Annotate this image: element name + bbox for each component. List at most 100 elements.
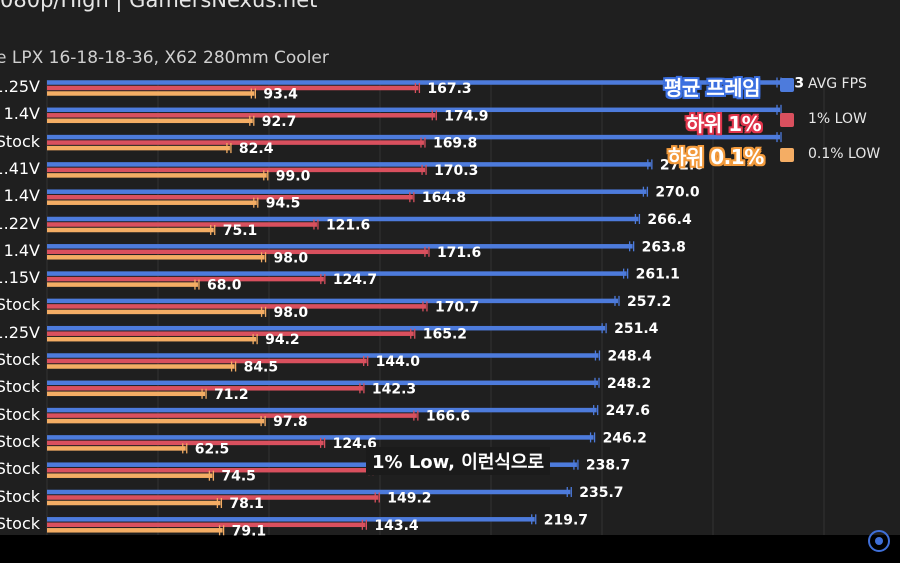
bar-1-low xyxy=(47,222,317,227)
bar-1-low xyxy=(47,140,424,145)
bar-0-1-low xyxy=(47,200,257,205)
value-label: 251.4 xyxy=(614,321,659,337)
bar-avg-fps xyxy=(47,244,633,249)
value-label: 98.0 xyxy=(274,305,309,321)
bar-avg-fps xyxy=(47,517,535,522)
bar-avg-fps xyxy=(47,162,651,167)
value-label: 219.7 xyxy=(544,512,588,528)
category-label: 1.4V xyxy=(3,104,40,124)
bar-avg-fps xyxy=(47,134,780,140)
category-label: Stock xyxy=(0,431,40,451)
bar-1-low xyxy=(47,331,414,336)
category-label: 1.4V xyxy=(3,240,40,260)
bar-0-1-low xyxy=(47,91,255,96)
chart-title: 080p/High | GamersNexus.net xyxy=(0,0,318,12)
value-label: 79.1 xyxy=(232,523,267,539)
legend-swatch-01pct xyxy=(780,148,794,162)
bar-1-low xyxy=(47,522,366,528)
value-label: 62.5 xyxy=(195,441,230,457)
korean-legend-01pct: 하위 0.1% xyxy=(668,145,764,169)
bar-1-low xyxy=(47,249,428,255)
value-label: 169.8 xyxy=(433,136,477,152)
bar-0-1-low xyxy=(47,473,213,478)
value-label: 78.1 xyxy=(229,496,264,512)
bar-1-low xyxy=(47,85,419,91)
bar-avg-fps xyxy=(47,435,594,440)
bar-0-1-low xyxy=(47,145,230,151)
value-label: 167.3 xyxy=(427,81,471,97)
bar-0-1-low xyxy=(47,391,206,397)
channel-logo-icon xyxy=(868,530,890,552)
value-label: 257.2 xyxy=(627,294,671,310)
value-label: 174.9 xyxy=(444,108,488,124)
category-label: 1.4V xyxy=(3,186,40,206)
bar-1-low xyxy=(47,358,367,364)
chart-subtitle: e LPX 16-18-18-36, X62 280mm Cooler xyxy=(0,48,329,68)
value-label: 144.0 xyxy=(376,354,421,370)
bar-0-1-low xyxy=(47,336,257,342)
value-label: 121.6 xyxy=(326,218,370,234)
value-label: 238.7 xyxy=(586,458,630,474)
bar-1-low xyxy=(47,440,324,446)
value-label: 143.4 xyxy=(374,518,419,534)
value-label: 246.2 xyxy=(603,430,647,446)
value-label: 170.3 xyxy=(434,163,478,179)
value-label: 84.5 xyxy=(244,360,279,376)
category-label: Stock xyxy=(0,350,40,369)
bar-1-low xyxy=(47,495,379,500)
bar-0-1-low xyxy=(47,309,265,315)
value-label: 171.6 xyxy=(437,245,481,261)
value-label: 266.4 xyxy=(647,212,692,228)
bar-1-low xyxy=(47,304,426,309)
category-label: 1.25V xyxy=(0,322,40,342)
bar-avg-fps xyxy=(47,353,599,358)
category-label: Stock xyxy=(0,295,40,315)
value-label: 164.8 xyxy=(422,190,466,206)
bar-avg-fps xyxy=(47,189,647,194)
bar-1-low xyxy=(47,276,324,282)
bar-0-1-low xyxy=(47,227,214,233)
bar-0-1-low xyxy=(47,500,221,506)
bar-avg-fps xyxy=(47,462,577,467)
category-label: 1.25V xyxy=(0,77,40,96)
bar-avg-fps xyxy=(47,271,627,276)
value-label: 94.2 xyxy=(265,332,300,348)
bar-0-1-low xyxy=(47,418,265,424)
value-label: 124.6 xyxy=(333,436,377,452)
value-label: 270.0 xyxy=(655,185,700,201)
korean-legend-avg: 평균 프레임 xyxy=(664,76,760,100)
value-label: 93.4 xyxy=(263,87,298,103)
bar-0-1-low xyxy=(47,364,235,369)
bar-avg-fps xyxy=(47,380,599,386)
bar-avg-fps xyxy=(47,298,618,304)
category-label: Stock xyxy=(0,459,40,479)
category-label: 1.15V xyxy=(0,268,40,288)
bar-1-low xyxy=(47,413,417,418)
legend-label-avg: AVG FPS xyxy=(808,76,867,92)
value-label: 248.2 xyxy=(607,376,651,392)
legend-swatch-1pct xyxy=(780,113,794,127)
bar-0-1-low xyxy=(47,528,223,533)
value-label: 235.7 xyxy=(579,485,623,501)
legend-swatch-avg xyxy=(780,78,794,92)
subtitle-caption: 1% Low, 이런식으로 xyxy=(366,447,551,475)
category-label: Stock xyxy=(0,404,40,424)
value-label: 272.0 xyxy=(660,157,705,173)
bar-1-low xyxy=(47,386,363,391)
bar-1-low xyxy=(47,113,436,118)
legend-label-1pct: 1% LOW xyxy=(808,111,867,127)
value-label: 261.1 xyxy=(636,267,680,283)
legend-label-01pct: 0.1% LOW xyxy=(808,146,881,162)
value-label: 92.7 xyxy=(262,114,297,130)
value-label: 71.2 xyxy=(214,387,249,403)
category-label: Stock xyxy=(0,486,40,506)
value-label: 149.2 xyxy=(387,491,431,507)
category-label: Stock xyxy=(0,513,40,533)
value-label: 74.5 xyxy=(221,469,256,485)
value-label: 68.0 xyxy=(207,278,242,294)
category-label: Stock xyxy=(0,131,40,151)
value-label: 248.4 xyxy=(607,349,652,365)
bar-avg-fps xyxy=(47,107,780,113)
value-label: 263.8 xyxy=(642,239,686,255)
